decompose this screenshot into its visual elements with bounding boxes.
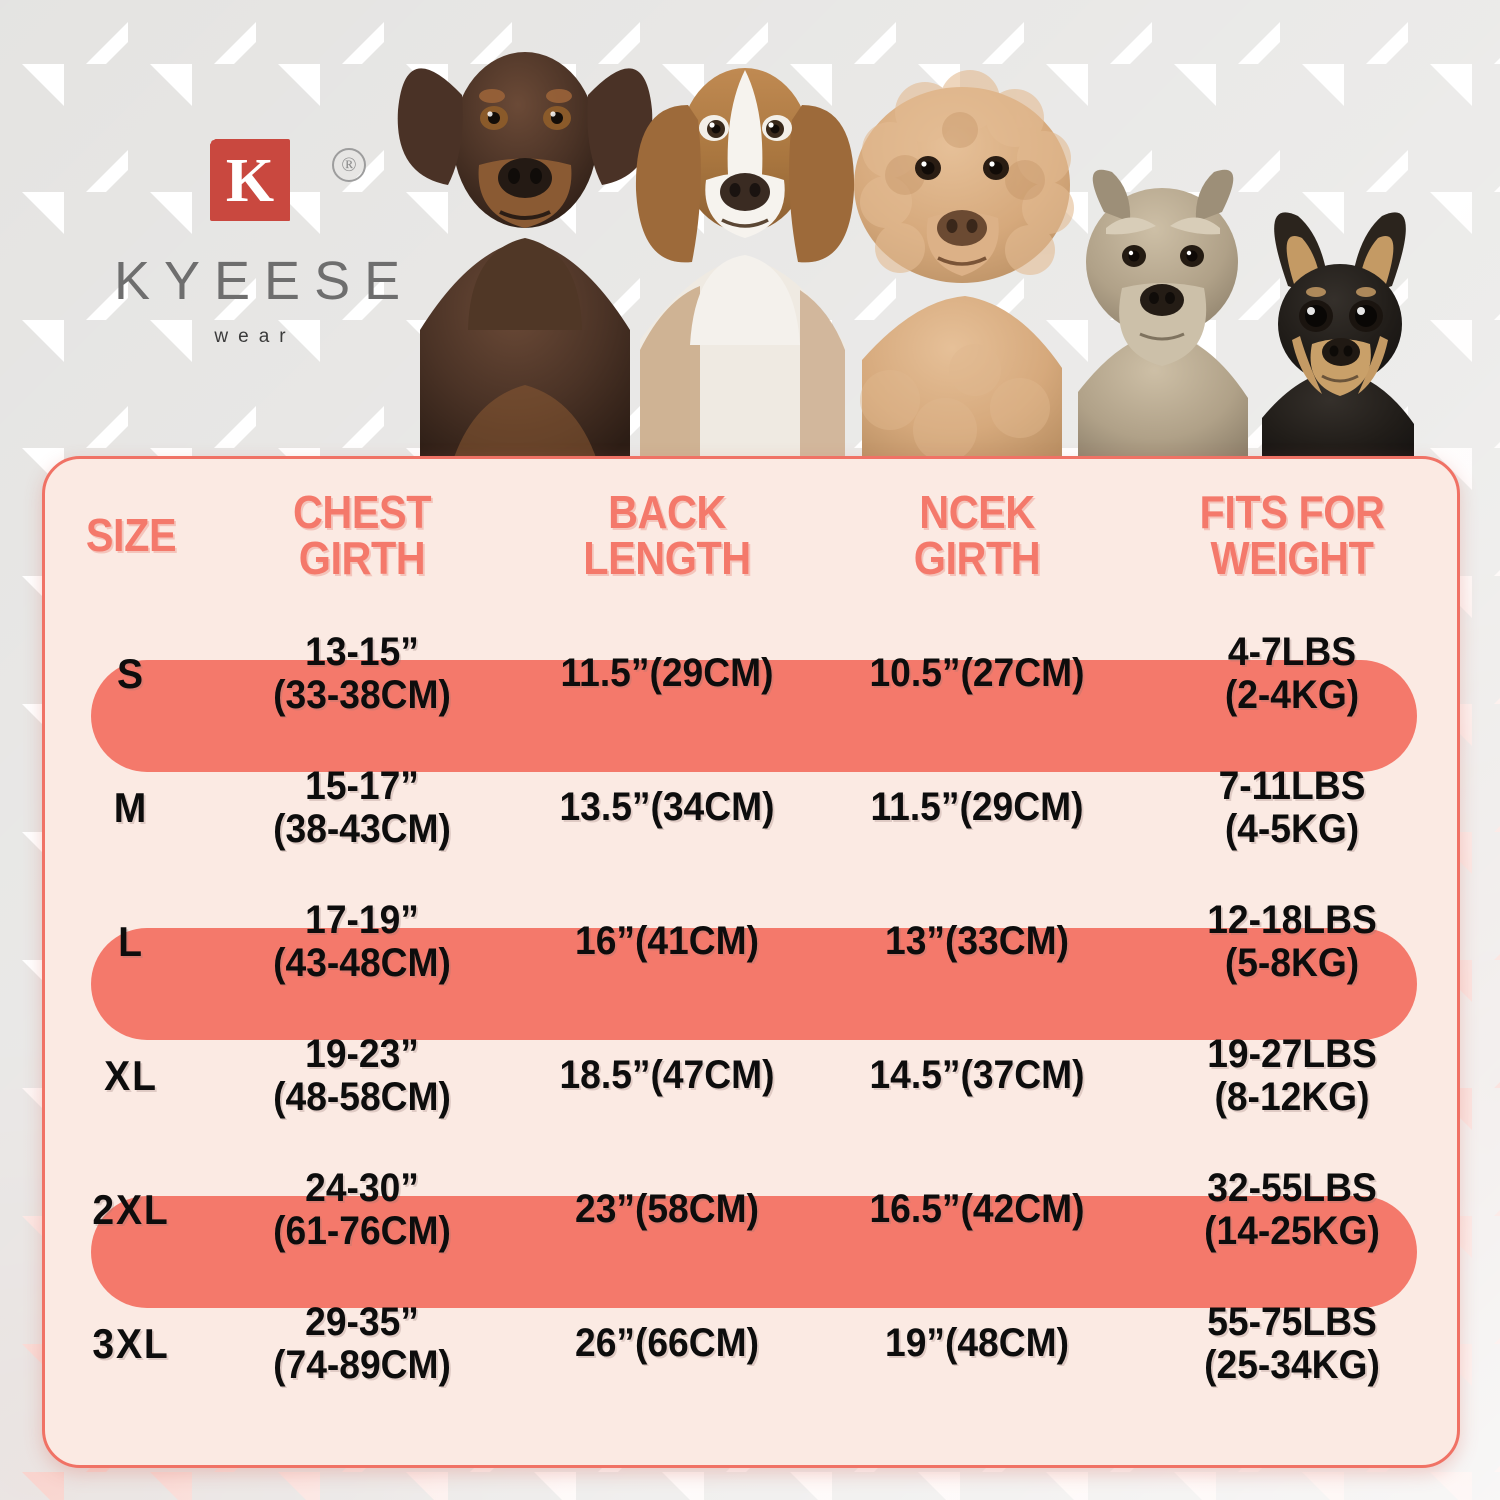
table-header: SIZE CHEST GIRTH BACK LENGTH NCEK GIRTH — [45, 459, 1457, 607]
logo-mark-row: K ® — [100, 140, 400, 236]
chest-cm: (38-43CM) — [273, 807, 451, 851]
size-chart-table: SIZE CHEST GIRTH BACK LENGTH NCEK GIRTH — [45, 459, 1457, 1411]
cell-size: M — [113, 784, 149, 832]
header-line-1: BACK — [608, 486, 726, 538]
header-line-1: CHEST — [292, 486, 432, 538]
hero-dogs — [0, 0, 1500, 470]
row-highlight-pill — [91, 660, 1417, 772]
cell-back-length: 13.5”(34CM) — [559, 785, 775, 830]
cell-size: S — [117, 650, 145, 698]
header-row: SIZE CHEST GIRTH BACK LENGTH NCEK GIRTH — [45, 459, 1457, 607]
chest-cm: (33-38CM) — [273, 673, 451, 717]
weight-lbs: 7-11LBS — [1218, 763, 1366, 808]
brand-wordmark: KYEESE — [114, 251, 415, 311]
weight-kg: (5-8KG) — [1224, 941, 1360, 985]
cell-chest-girth: 15-17” (38-43CM) — [227, 741, 497, 875]
chest-cm: (74-89CM) — [273, 1343, 451, 1387]
weight-lbs: 19-27LBS — [1207, 1031, 1377, 1076]
chest-inches: 15-17” — [305, 763, 419, 808]
cell-back-length: 16”(41CM) — [575, 919, 759, 964]
cell-neck-girth: 16.5”(42CM) — [869, 1187, 1085, 1232]
chest-inches: 24-30” — [305, 1165, 419, 1210]
weight-kg: (2-4KG) — [1224, 673, 1360, 717]
cell-back-length: 11.5”(29CM) — [560, 651, 774, 696]
weight-lbs: 4-7LBS — [1227, 629, 1357, 674]
chest-inches: 13-15” — [305, 629, 419, 674]
table-row: XL 19-23” (48-58CM) 18.5”(47CM) 14.5”(37… — [45, 1009, 1457, 1143]
cell-fits-for-weight: 32-55LBS (14-25KG) — [1139, 1143, 1446, 1277]
table-row: 2XL 24-30” (61-76CM) 23”(58CM) 16.5”(42C… — [45, 1143, 1457, 1277]
chest-cm: (61-76CM) — [273, 1209, 451, 1253]
cell-size: 2XL — [92, 1186, 170, 1234]
header-line-1: NCEK — [919, 486, 1035, 538]
cell-chest-girth: 24-30” (61-76CM) — [227, 1143, 497, 1277]
dog-doberman — [397, 52, 653, 470]
header-line-1: SIZE — [85, 509, 177, 561]
cell-neck-girth: 11.5”(29CM) — [870, 785, 1084, 830]
row-highlight-pill — [91, 1196, 1417, 1308]
dog-schnauzer — [1078, 169, 1248, 470]
cell-size: 3XL — [92, 1320, 170, 1368]
weight-kg: (25-34KG) — [1204, 1343, 1380, 1387]
header-line-2: LENGTH — [583, 532, 751, 584]
cell-fits-for-weight: 7-11LBS (4-5KG) — [1139, 741, 1446, 875]
cell-chest-girth: 17-19” (43-48CM) — [227, 875, 497, 1009]
cell-chest-girth: 19-23” (48-58CM) — [227, 1009, 497, 1143]
brand-tagline: wear — [214, 326, 296, 347]
column-header-size: SIZE — [54, 459, 209, 607]
chest-cm: (43-48CM) — [273, 941, 451, 985]
brand-logo: K ® KYEESE wear — [100, 140, 400, 348]
table-row: S 13-15” (33-38CM) 11.5”(29CM) 10.5”(27C… — [45, 607, 1457, 741]
chest-inches: 29-35” — [305, 1299, 419, 1344]
chest-inches: 19-23” — [305, 1031, 419, 1076]
cell-fits-for-weight: 55-75LBS (25-34KG) — [1139, 1277, 1446, 1411]
cell-size: XL — [104, 1052, 158, 1100]
dog-poodle — [854, 70, 1074, 470]
chest-cm: (48-58CM) — [273, 1075, 451, 1119]
cell-neck-girth: 19”(48CM) — [885, 1321, 1069, 1366]
table-row: M 15-17” (38-43CM) 13.5”(34CM) 11.5”(29C… — [45, 741, 1457, 875]
cell-neck-girth: 14.5”(37CM) — [869, 1053, 1085, 1098]
table-row: 3XL 29-35” (74-89CM) 26”(66CM) 19”(48CM)… — [45, 1277, 1457, 1411]
dog-chihuahua — [1262, 212, 1414, 470]
cell-chest-girth: 13-15” (33-38CM) — [227, 607, 497, 741]
weight-kg: (14-25KG) — [1204, 1209, 1380, 1253]
header-line-1: FITS FOR — [1199, 486, 1385, 538]
weight-lbs: 55-75LBS — [1207, 1299, 1377, 1344]
cell-fits-for-weight: 4-7LBS (2-4KG) — [1139, 607, 1446, 741]
row-highlight-pill — [91, 928, 1417, 1040]
column-header-fits-for-weight: FITS FOR WEIGHT — [1144, 459, 1441, 607]
cell-neck-girth: 13”(33CM) — [885, 919, 1069, 964]
table-body: S 13-15” (33-38CM) 11.5”(29CM) 10.5”(27C… — [45, 607, 1457, 1411]
cell-fits-for-weight: 19-27LBS (8-12KG) — [1139, 1009, 1446, 1143]
cell-neck-girth: 10.5”(27CM) — [869, 651, 1085, 696]
cell-back-length: 26”(66CM) — [575, 1321, 759, 1366]
cell-back-length: 23”(58CM) — [575, 1187, 759, 1232]
dog-beagle — [635, 68, 855, 470]
chest-inches: 17-19” — [305, 897, 419, 942]
weight-lbs: 12-18LBS — [1207, 897, 1377, 942]
weight-lbs: 32-55LBS — [1207, 1165, 1377, 1210]
cell-fits-for-weight: 12-18LBS (5-8KG) — [1139, 875, 1446, 1009]
size-chart-card: SIZE CHEST GIRTH BACK LENGTH NCEK GIRTH — [42, 456, 1460, 1468]
logo-k-mark: K — [211, 140, 289, 220]
header-line-2: GIRTH — [913, 532, 1041, 584]
column-header-neck-girth: NCEK GIRTH — [842, 459, 1112, 607]
registered-trademark-icon: ® — [332, 148, 366, 182]
cell-back-length: 18.5”(47CM) — [559, 1053, 775, 1098]
column-header-back-length: BACK LENGTH — [523, 459, 811, 607]
table-row: L 17-19” (43-48CM) 16”(41CM) 13”(33CM) 1… — [45, 875, 1457, 1009]
header-line-2: GIRTH — [298, 532, 426, 584]
weight-kg: (8-12KG) — [1214, 1075, 1370, 1119]
weight-kg: (4-5KG) — [1224, 807, 1360, 851]
cell-chest-girth: 29-35” (74-89CM) — [227, 1277, 497, 1411]
header-line-2: WEIGHT — [1210, 532, 1374, 584]
cell-size: L — [118, 918, 144, 966]
column-header-chest-girth: CHEST GIRTH — [232, 459, 493, 607]
